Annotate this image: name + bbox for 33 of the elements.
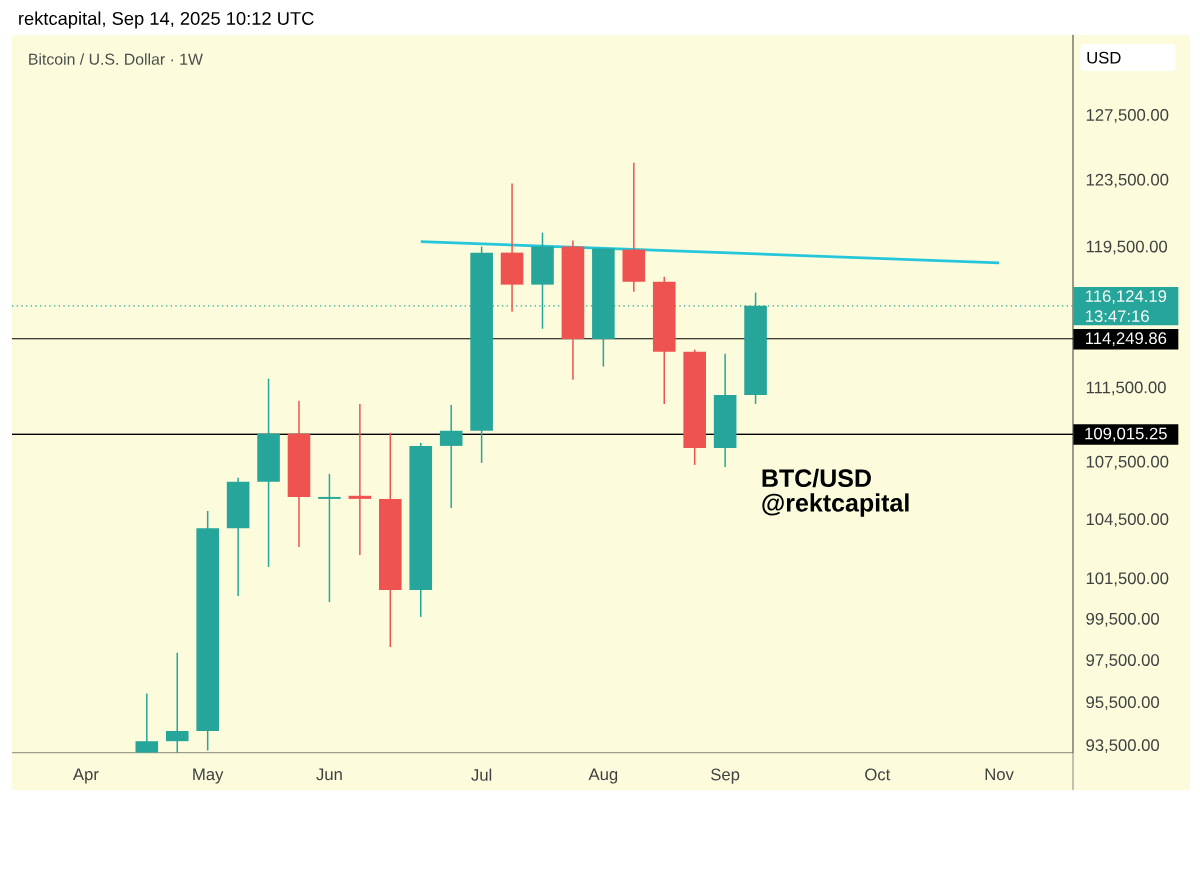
ref-line-label: 114,249.86 xyxy=(1086,332,1167,347)
text: 13:47:16 xyxy=(1086,310,1149,323)
x-tick-label: May xyxy=(193,768,224,784)
text: Bitcoin / U.S. Dollar · 1W xyxy=(29,53,203,65)
y-axis-title: USD xyxy=(1087,51,1121,64)
y-tick-label: 95,500.00 xyxy=(1086,696,1160,711)
x-tick-label: Sep xyxy=(711,768,740,784)
x-tick-label: Jun xyxy=(316,768,342,781)
x-tick-label: Nov xyxy=(985,768,1014,781)
x-tick-label: Aug xyxy=(588,768,618,784)
ref-line-label: 109,015.25 xyxy=(1085,427,1167,442)
y-tick-label: 123,500.00 xyxy=(1086,173,1169,188)
y-tick-label: 93,500.00 xyxy=(1086,739,1160,754)
chart-subtitle: rektcapital, Sep 14, 2025 10:12 UTC xyxy=(19,11,314,29)
ref-line-label: 116,124.19 xyxy=(1086,290,1167,304)
y-tick-label: 99,500.00 xyxy=(1086,612,1160,627)
x-tick-label: Oct xyxy=(865,768,891,781)
annotation: BTC/USD xyxy=(762,468,871,488)
x-tick-label: Jul xyxy=(471,768,492,781)
x-tick-label: Apr xyxy=(72,768,99,784)
y-tick-label: 111,500.00 xyxy=(1086,381,1166,396)
y-tick-label: 97,500.00 xyxy=(1086,654,1160,668)
y-tick-label: 101,500.00 xyxy=(1086,572,1169,587)
y-tick-label: 104,500.00 xyxy=(1086,513,1169,528)
y-tick-label: 107,500.00 xyxy=(1086,455,1169,470)
candlestick xyxy=(348,403,372,556)
y-tick-label: 127,500.00 xyxy=(1086,109,1169,123)
candlestick xyxy=(439,404,463,509)
candlestick xyxy=(135,692,159,753)
y-tick-label: 119,500.00 xyxy=(1086,240,1168,255)
annotation: @rektcapital xyxy=(762,493,909,517)
candlestick xyxy=(165,651,189,753)
candlestick xyxy=(318,473,341,603)
